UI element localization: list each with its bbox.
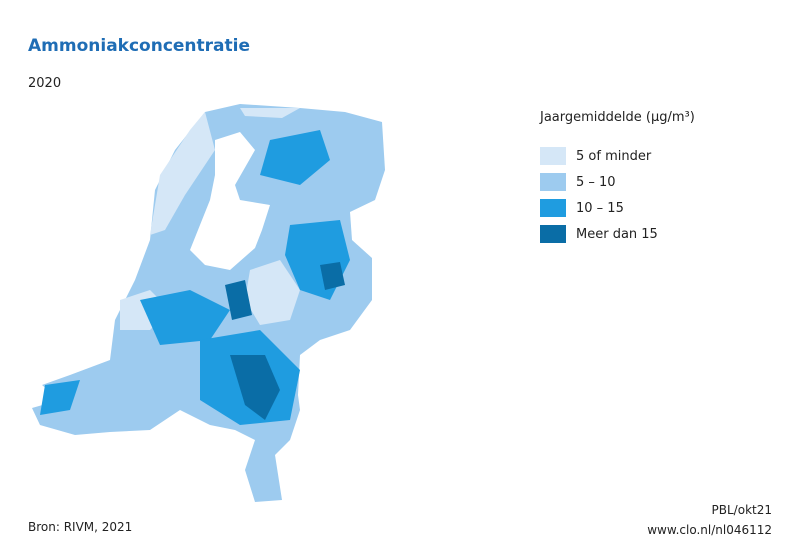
lake xyxy=(190,132,270,270)
legend-swatch xyxy=(540,225,566,243)
mid-area xyxy=(260,130,330,185)
high-area xyxy=(320,262,345,290)
url: www.clo.nl/nl046112 xyxy=(647,523,772,537)
mid-area xyxy=(140,290,230,345)
legend-label: Meer dan 15 xyxy=(576,226,658,242)
legend: Jaargemiddelde (µg/m³) 5 of minder 5 – 10… xyxy=(540,110,695,247)
legend-item: Meer dan 15 xyxy=(540,221,695,247)
source: Bron: RIVM, 2021 xyxy=(28,520,133,534)
mid-area xyxy=(40,380,80,415)
legend-swatch xyxy=(540,147,566,165)
legend-label: 5 – 10 xyxy=(576,174,616,190)
high-area xyxy=(225,280,252,320)
legend-label: 5 of minder xyxy=(576,148,652,164)
high-area xyxy=(230,355,280,420)
subtitle: 2020 xyxy=(28,76,62,91)
low-area xyxy=(245,260,300,325)
title: Ammoniakconcentratie xyxy=(28,36,251,56)
legend-swatch xyxy=(540,199,566,217)
credit-block: PBL/okt21 www.clo.nl/nl046112 xyxy=(647,500,772,540)
low-area xyxy=(240,108,300,118)
legend-item: 5 – 10 xyxy=(540,169,695,195)
legend-items: 5 of minder 5 – 10 10 – 15 Meer dan 15 xyxy=(540,143,695,247)
low-area xyxy=(150,112,215,235)
credit: PBL/okt21 xyxy=(711,503,772,517)
legend-item: 10 – 15 xyxy=(540,195,695,221)
legend-label: 10 – 15 xyxy=(576,200,624,216)
legend-item: 5 of minder xyxy=(540,143,695,169)
legend-title: Jaargemiddelde (µg/m³) xyxy=(540,110,695,125)
legend-swatch xyxy=(540,173,566,191)
